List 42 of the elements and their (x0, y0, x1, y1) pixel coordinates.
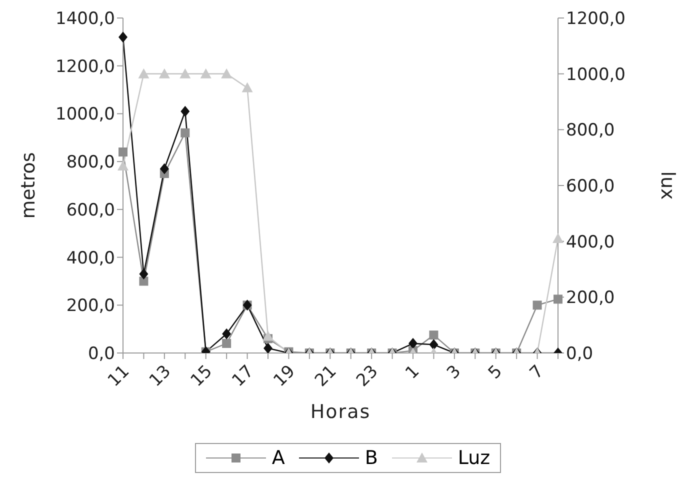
x-tick-label: 17 (228, 361, 258, 391)
point (118, 160, 128, 170)
x-tick-label: 23 (352, 361, 382, 391)
x-axis-title: Horas (310, 401, 371, 423)
y-tick-label: 1200,0 (56, 56, 115, 77)
y2-tick-label: 600,0 (566, 176, 615, 197)
x-tick-label: 19 (270, 361, 300, 391)
y2-tick-label: 0,0 (566, 344, 594, 364)
legend-label: B (364, 447, 378, 469)
point (158, 68, 170, 78)
x-tick-label: 3 (443, 361, 466, 384)
point (200, 68, 212, 78)
point (180, 106, 190, 117)
point (160, 163, 169, 174)
point (180, 68, 191, 78)
y2-tick-label: 1200,0 (566, 9, 626, 30)
y2-tick-label: 400,0 (566, 232, 615, 252)
y2-tick-label: 1000,0 (566, 64, 626, 85)
x-tick-label: 5 (484, 361, 506, 384)
point (242, 82, 253, 92)
point (118, 32, 128, 43)
y-tick-label: 1400,0 (56, 9, 115, 30)
y2-tick-label: 800,0 (566, 120, 615, 141)
point (180, 128, 190, 138)
y-tick-label: 1000,0 (56, 104, 115, 125)
y-tick-label: 400,0 (66, 248, 115, 268)
y2-tick-label: 200,0 (566, 288, 615, 308)
y2-axis-title: lux (656, 171, 678, 200)
legend-label: A (270, 447, 285, 469)
legend-label: Luz (456, 447, 490, 469)
point (221, 68, 232, 78)
y-tick-label: 200,0 (66, 296, 115, 316)
x-tick-label: 15 (187, 361, 216, 391)
x-tick-label: 21 (311, 361, 341, 391)
y-tick-label: 600,0 (66, 200, 115, 220)
x-tick-label: 7 (526, 361, 548, 384)
y-axis-title: metros (18, 152, 40, 219)
x-tick-label: 1 (402, 361, 424, 384)
point (118, 148, 128, 156)
point (138, 68, 150, 78)
y-tick-label: 800,0 (66, 152, 115, 173)
x-tick-label: 13 (146, 361, 176, 391)
